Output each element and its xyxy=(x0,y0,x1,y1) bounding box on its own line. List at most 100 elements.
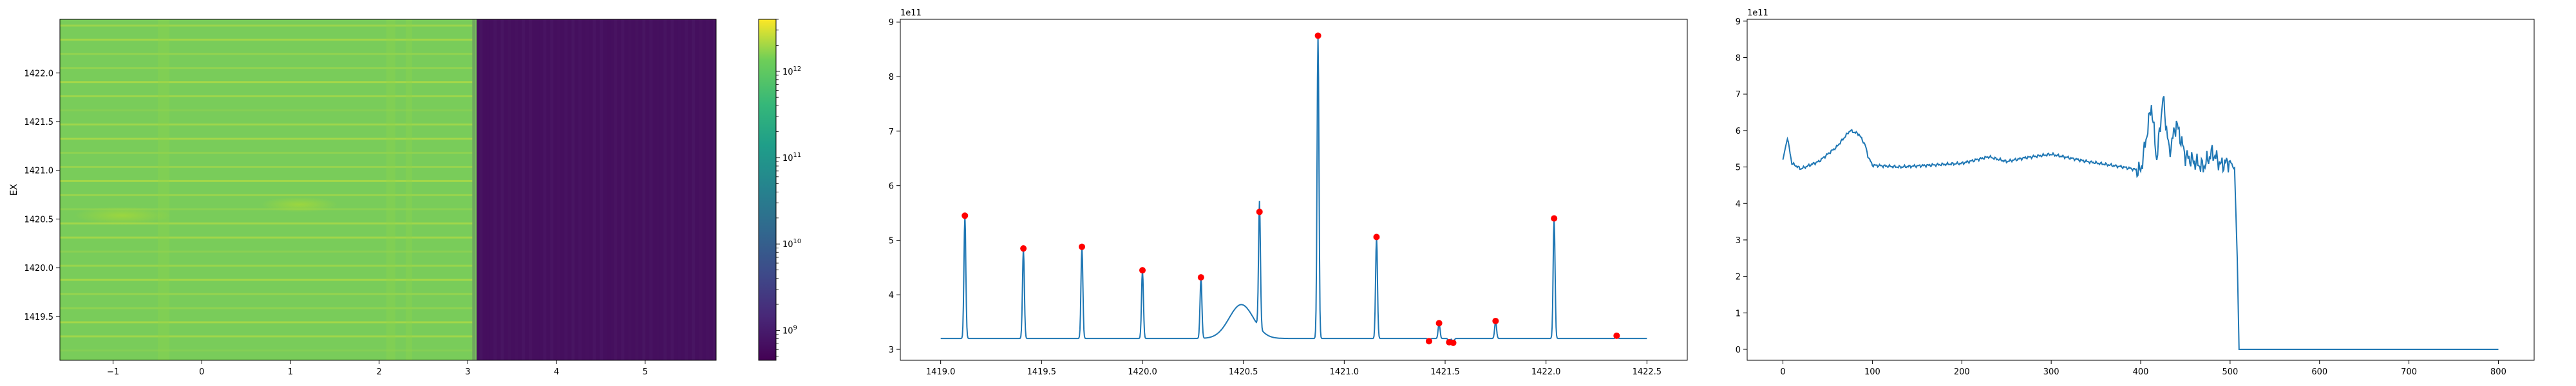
heatmap-dark-stripe xyxy=(706,19,710,360)
spectrum-x-tick-label: 1419.0 xyxy=(926,367,956,377)
heatmap-dark-stripe xyxy=(607,19,610,360)
heatmap-bright-stripe xyxy=(60,165,473,168)
profile-y-tick-label: 7 xyxy=(1736,90,1741,100)
heatmap-dark-stripe xyxy=(507,19,511,360)
heatmap-bright-stripe xyxy=(60,151,473,154)
profile-y-tick-label: 0 xyxy=(1736,345,1741,355)
spectrum-y-tick-label: 8 xyxy=(889,73,894,82)
colorbar-gradient xyxy=(759,19,776,360)
heatmap-bright-stripe xyxy=(60,250,473,253)
profile-y-tick-label: 5 xyxy=(1736,163,1741,173)
heatmap-x-tick-label: 0 xyxy=(199,367,204,377)
heatmap-dark-stripe xyxy=(649,19,653,360)
heatmap-dark-stripe xyxy=(543,19,547,360)
spectrum-x-tick-label: 1419.5 xyxy=(1027,367,1057,377)
heatmap-dark-stripe xyxy=(571,19,575,360)
profile-panel: 1e11 0 100 200 300 400 500 600 700 800 0 1 2 3 4 5 6 7 8… xyxy=(1736,8,2535,377)
spectrum-y-tick-label: 9 xyxy=(889,18,894,28)
heatmap-dark-stripe xyxy=(656,19,660,360)
heatmap-bright-stripe xyxy=(60,208,473,210)
spectrum-y-tick-label: 6 xyxy=(889,182,894,192)
profile-x-ticks: 0 100 200 300 400 500 600 700 800 xyxy=(1780,360,2506,377)
heatmap-dark-stripe xyxy=(522,19,526,360)
heatmap-bright-stripe xyxy=(60,279,473,281)
heatmap-bright-stripe xyxy=(60,335,473,338)
heatmap-bright-stripe xyxy=(60,264,473,267)
spectrum-peak-marker xyxy=(1079,243,1085,250)
colorbar-tick-label: 1010 xyxy=(782,238,801,250)
heatmap-dark-stripe xyxy=(515,19,518,360)
heatmap-x-tick-label: 5 xyxy=(643,367,648,377)
spectrum-frame xyxy=(900,19,1688,361)
heatmap-bright-stripe xyxy=(60,321,473,324)
heatmap-bright-stripe xyxy=(60,109,473,112)
profile-y-tick-label: 2 xyxy=(1736,273,1741,282)
heatmap-bright-region xyxy=(60,19,477,360)
spectrum-y-tick-label: 7 xyxy=(889,127,894,137)
heatmap-dark-stripe xyxy=(677,19,681,360)
spectrum-peak-marker xyxy=(961,212,969,219)
spectrum-offset-label: 1e11 xyxy=(900,8,922,18)
colorbar: 1012 1011 1010 109 xyxy=(758,19,801,361)
profile-offset-label: 1e11 xyxy=(1747,8,1768,18)
colorbar-tick-label: 109 xyxy=(782,324,797,336)
heatmap-bright-stripe xyxy=(60,81,473,84)
heatmap-y-tick-label: 1422.0 xyxy=(24,69,54,78)
spectrum-x-tick-label: 1421.0 xyxy=(1330,367,1359,377)
heatmap-dark-stripe xyxy=(557,19,561,360)
heatmap-dark-stripe xyxy=(493,19,497,360)
profile-y-tick-label: 6 xyxy=(1736,127,1741,136)
heatmap-bright-stripe xyxy=(60,124,473,126)
spectrum-peak-marker xyxy=(1425,338,1432,345)
heatmap-dark-stripe xyxy=(699,19,703,360)
heatmap-dark-stripe xyxy=(486,19,489,360)
spectrum-x-ticks: 1419.0 1419.5 1420.0 1420.5 1421.0 1421.5 1422… xyxy=(926,360,1662,377)
spectrum-y-tick-label: 5 xyxy=(889,236,894,246)
heatmap-y-ticks: 1419.5 1420.0 1420.5 1421.0 1421.5 1422.0 xyxy=(24,69,60,322)
heatmap-dark-stripe xyxy=(642,19,646,360)
heatmap-bright-stripe xyxy=(60,24,473,27)
spectrum-y-tick-label: 4 xyxy=(889,291,894,300)
heatmap-vertical-band xyxy=(158,19,169,360)
heatmap-glow-right xyxy=(261,197,338,212)
spectrum-y-ticks: 3 4 5 6 7 8 9 xyxy=(889,18,900,355)
spectrum-peak-marker xyxy=(1373,234,1380,241)
spectrum-y-tick-label: 3 xyxy=(889,345,894,355)
heatmap-dark-stripe xyxy=(663,19,667,360)
heatmap-y-tick-label: 1421.5 xyxy=(24,118,54,127)
profile-x-tick-label: 700 xyxy=(2401,367,2417,377)
heatmap-stripes xyxy=(60,19,717,360)
heatmap-y-tick-label: 1420.0 xyxy=(24,264,54,273)
spectrum-peak-marker xyxy=(1256,208,1263,216)
spectrum-x-tick-label: 1422.0 xyxy=(1531,367,1561,377)
heatmap-vertical-band xyxy=(386,19,395,360)
heatmap-dark-stripe xyxy=(628,19,632,360)
heatmap-x-tick-label: 2 xyxy=(377,367,382,377)
heatmap-bright-stripe xyxy=(60,95,473,98)
heatmap-y-axis-label: EX xyxy=(9,183,19,196)
heatmap-bright-stripe xyxy=(60,236,473,239)
heatmap-dark-stripe xyxy=(585,19,589,360)
heatmap-dark-stripe xyxy=(614,19,618,360)
spectrum-peaks xyxy=(961,32,1620,346)
heatmap-bright-stripe xyxy=(60,39,473,41)
heatmap-dark-stripe xyxy=(635,19,639,360)
heatmap-dark-stripe xyxy=(592,19,596,360)
spectrum-peak-marker xyxy=(1314,32,1321,39)
spectrum-panel: 1e11 1419.0 1419.5 1420.0 1420.5 1421.0 1421.… xyxy=(889,8,1688,377)
heatmap-dark-stripe xyxy=(529,19,533,360)
profile-y-tick-label: 4 xyxy=(1736,199,1741,209)
spectrum-peak-marker xyxy=(1613,332,1620,339)
heatmap-dark-stripe xyxy=(536,19,539,360)
spectrum-peak-marker xyxy=(1197,274,1204,281)
profile-x-tick-label: 400 xyxy=(2133,367,2149,377)
spectrum-x-tick-label: 1421.5 xyxy=(1430,367,1460,377)
profile-x-tick-label: 0 xyxy=(1780,367,1785,377)
profile-y-ticks: 0 1 2 3 4 5 6 7 8 9 xyxy=(1736,17,1747,355)
profile-x-tick-label: 100 xyxy=(1864,367,1880,377)
profile-y-tick-label: 8 xyxy=(1736,54,1741,64)
heatmap-glow-left xyxy=(74,207,171,225)
profile-line xyxy=(1782,96,2499,350)
spectrum-peak-marker xyxy=(1139,267,1146,274)
